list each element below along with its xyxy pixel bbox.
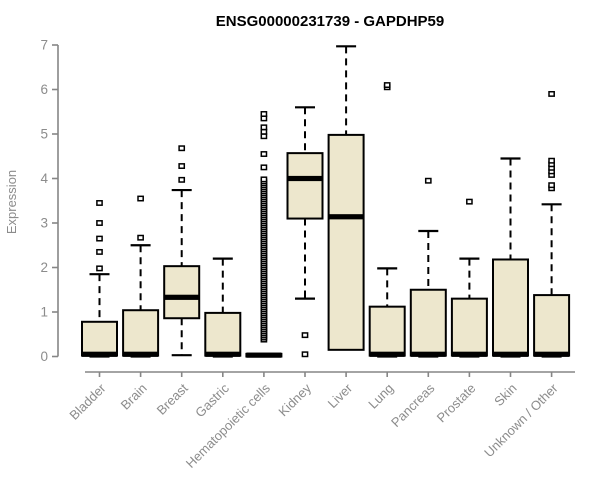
outlier-point xyxy=(178,163,186,169)
iqr-box xyxy=(368,305,406,357)
y-axis-tick-label: 3 xyxy=(40,216,48,231)
outlier-point xyxy=(260,151,268,157)
iqr-box xyxy=(163,265,201,320)
outlier-point xyxy=(548,182,555,189)
box-prostate xyxy=(450,198,488,358)
box-kidney xyxy=(286,106,324,358)
median-line xyxy=(164,294,200,300)
box-hematopoietic-cells xyxy=(245,111,283,358)
x-axis-label-prostate: Prostate xyxy=(434,381,479,426)
y-axis-tick-label: 0 xyxy=(40,349,48,364)
box-pancreas xyxy=(409,177,447,358)
y-axis-title: Expression xyxy=(4,170,19,234)
outlier-point xyxy=(260,176,268,183)
median-line xyxy=(369,351,405,357)
outlier-point xyxy=(96,265,103,272)
iqr-box xyxy=(122,309,160,357)
box-brain xyxy=(122,195,160,358)
x-axis-label-pancreas: Pancreas xyxy=(388,380,438,430)
median-line xyxy=(534,351,570,357)
iqr-box xyxy=(327,133,365,351)
iqr-box xyxy=(492,258,529,357)
x-axis-label-lung: Lung xyxy=(365,381,396,412)
x-axis-label-brain: Brain xyxy=(118,381,150,413)
median-line xyxy=(82,351,117,357)
x-axis-label-unknown-other: Unknown / Other xyxy=(481,380,561,460)
outlier-point xyxy=(96,235,103,242)
iqr-box xyxy=(409,288,447,357)
median-line xyxy=(410,351,446,357)
box-lung xyxy=(368,82,406,358)
median-line xyxy=(205,351,241,357)
box-gastric xyxy=(204,257,242,358)
median-line xyxy=(287,175,323,182)
x-axis-label-gastric: Gastric xyxy=(192,380,232,420)
x-axis-label-skin: Skin xyxy=(491,381,519,409)
y-axis-tick-label: 7 xyxy=(40,38,48,53)
box-skin xyxy=(492,157,529,358)
median-line xyxy=(493,351,528,357)
iqr-box xyxy=(286,152,324,220)
box-liver xyxy=(327,45,365,351)
median-line xyxy=(123,351,159,357)
outlier-point xyxy=(96,220,103,226)
outlier-point xyxy=(178,145,186,152)
outlier-point xyxy=(383,82,391,88)
x-axis-label-liver: Liver xyxy=(325,380,356,411)
boxes-layer xyxy=(81,45,571,358)
median-line xyxy=(328,214,364,220)
outlier-point xyxy=(96,248,103,255)
y-axis-tick-label: 2 xyxy=(40,260,48,275)
x-axis-label-bladder: Bladder xyxy=(66,380,109,423)
outlier-point xyxy=(137,195,144,202)
outlier-point xyxy=(424,177,432,184)
outlier-point xyxy=(137,234,144,241)
median-line xyxy=(451,351,487,357)
box-breast xyxy=(163,145,201,357)
box-unknown-other xyxy=(533,91,571,358)
outlier-point xyxy=(260,124,268,131)
outlier-point xyxy=(301,351,309,358)
y-axis-tick-label: 4 xyxy=(40,171,48,186)
outlier-point xyxy=(96,200,103,206)
outlier-point xyxy=(301,332,309,339)
x-axis-label-kidney: Kidney xyxy=(275,380,314,419)
chart-title: ENSG00000231739 - GAPDHP59 xyxy=(216,13,444,30)
median-line xyxy=(246,352,282,358)
outlier-point xyxy=(260,164,268,171)
iqr-box xyxy=(533,294,571,357)
outlier-point xyxy=(178,176,186,183)
iqr-box xyxy=(81,320,118,357)
y-axis-tick-label: 5 xyxy=(40,127,48,142)
iqr-box xyxy=(204,311,242,357)
y-axis-tick-label: 6 xyxy=(40,82,48,97)
outlier-point xyxy=(466,198,473,205)
box-bladder xyxy=(81,200,118,358)
iqr-box xyxy=(450,297,488,357)
y-axis-tick-label: 1 xyxy=(40,305,48,320)
outlier-point xyxy=(548,91,555,97)
outlier-point xyxy=(260,111,268,117)
outlier-point xyxy=(548,157,555,164)
x-axis-label-breast: Breast xyxy=(154,380,191,417)
